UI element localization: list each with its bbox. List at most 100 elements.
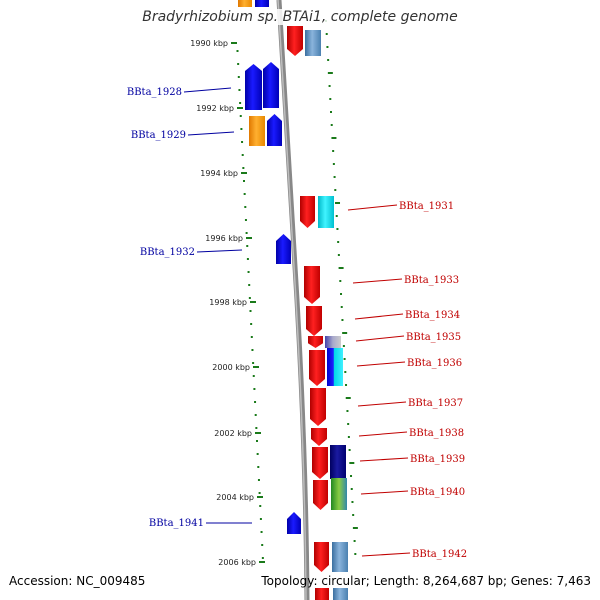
tick-label: 2002 kbp [214,429,252,438]
scale-dot [246,258,249,260]
scale-dot [247,271,250,273]
leader-line [360,490,409,495]
scale-dot [242,167,245,169]
gene-arrow-bbta-1942 [314,542,329,572]
gene-label-left: BBta_1929 [131,130,186,141]
scale-dot [350,475,353,477]
tick-label: 1990 kbp [190,39,228,48]
scale-dot [246,245,249,247]
tick-label: 1998 kbp [209,298,247,307]
scale-dot [329,98,332,100]
scale-dot [326,46,329,48]
scale-dot [260,531,263,533]
gene-label-right: BBta_1938 [409,428,464,439]
scale-dot [241,141,244,143]
scale-dot [348,449,351,451]
scale-dot [347,423,350,425]
scale-dot [248,284,251,286]
scale-dot [259,518,262,520]
scale-dot [338,267,344,269]
leader-line [358,431,408,437]
scale-dot [261,557,264,559]
genome-title: Bradyrhizobium sp. BTAi1, complete genom… [0,9,600,25]
scale-dot [330,111,333,113]
gene-arrow-bbta-1931 [318,196,334,228]
scale-dot [252,362,255,364]
tick-label: 2000 kbp [212,363,250,372]
scale-dot [337,254,340,256]
gene-labels: BBta_1928 BBta_1929 BBta_1932 BBta_1941 BBta… [127,87,467,560]
scale-dot [344,371,347,373]
scale-dot [328,85,331,87]
tick-marks: 1990 kbp 1992 kbp 1994 kbp 1996 kbp 1998 kbp… [190,39,265,567]
scale-dot [258,492,261,494]
scale-dot [252,375,255,377]
scale-dot [253,388,256,390]
scale-dot [354,553,357,555]
gene-arrow-bbta-1932 [276,234,291,264]
scale-dot [345,384,348,386]
scale-dot [243,180,245,182]
scale-dot [331,137,337,139]
gene-arrow [309,350,325,386]
scale-dot [339,280,342,282]
scale-dot [257,479,260,481]
scale-dot [241,154,244,156]
gene-arrow-bbta-1936 [327,348,343,386]
scale-dot [352,527,358,529]
topology-text: Topology: circular; Length: 8,264,687 bp… [261,574,591,588]
scale-dot [255,427,258,429]
scale-dot [259,505,262,507]
leader-line [352,278,403,284]
tick-label: 2004 kbp [216,493,254,502]
tick-label: 1994 kbp [200,169,238,178]
scale-dot [349,462,355,464]
gene-arrow [267,114,282,146]
scale-dot [327,72,333,74]
scale-dot [245,232,248,234]
scale-dot [330,124,333,126]
scale-dot [335,215,338,217]
scale-dot [249,310,252,312]
gene-label-right: BBta_1936 [407,358,462,369]
gene-arrow [300,196,315,228]
gene-label-right: BBta_1937 [408,398,463,409]
scale-dot [261,544,264,546]
leader-line [356,361,406,367]
genome-backbone [276,0,310,600]
leader-line [361,552,411,557]
scale-dot [237,63,240,65]
gene-arrow-bbta-1934 [306,306,322,336]
scale-dot [332,150,335,152]
gene-label-left: BBta_1932 [140,247,195,258]
scale-dot [347,436,350,438]
scale-dot [254,414,257,416]
scale-dot [335,202,341,204]
scale-dot [325,33,328,35]
gene-label-left: BBta_1928 [127,87,182,98]
scale-dot [256,453,259,455]
scale-dot [341,319,344,321]
gene-arrow [333,588,348,600]
scale-dot [250,323,253,325]
scale-dot [334,189,337,191]
scale-dot [346,410,349,412]
scale-dot [336,228,339,230]
label-leaders [183,87,411,557]
scale-dot [243,193,246,195]
scale-dot [337,241,340,243]
scale-dot [244,206,247,208]
scale-dot [343,358,346,360]
scale-dot [351,501,354,503]
scale-dot [244,219,247,221]
gene-label-right: BBta_1931 [399,201,454,212]
gene-arrow [308,336,323,348]
scale-dot [345,397,351,399]
scale-dot [350,488,353,490]
scale-dot [333,176,336,178]
gene-label-right: BBta_1934 [405,310,460,321]
scale-dot [257,466,260,468]
gene-arrow-bbta-1937 [310,388,326,426]
scale-dot [238,89,241,91]
